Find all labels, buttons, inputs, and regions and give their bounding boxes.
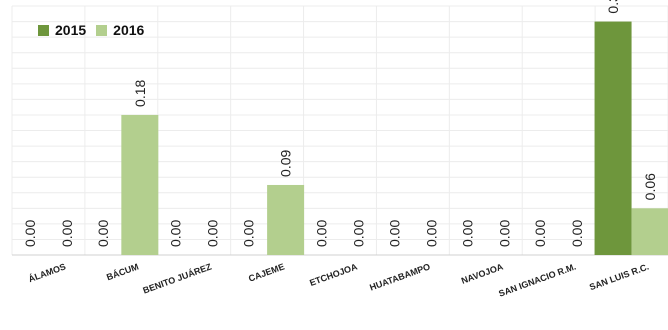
data-label-2016-6: 0.00: [496, 220, 512, 247]
category-label: BÁCUM: [105, 261, 140, 282]
legend-item-2016: 2016: [96, 22, 144, 38]
bar-2015-8: [594, 21, 632, 255]
data-label-2015-7: 0.00: [532, 220, 548, 247]
legend-label-2016: 2016: [113, 22, 145, 38]
category-label: SAN LUIS R.C.: [588, 261, 650, 292]
data-label-2016-1: 0.18: [132, 79, 148, 106]
data-label-2016-3: 0.09: [278, 150, 294, 177]
data-label-2015-4: 0.00: [314, 220, 330, 247]
data-label-2016-8: 0.06: [642, 173, 658, 200]
data-label-2015-1: 0.00: [95, 220, 111, 247]
data-label-2015-0: 0.00: [22, 220, 38, 247]
bar-2016-8: [631, 208, 668, 255]
category-label: SAN IGNACIO R.M.: [497, 261, 577, 298]
data-label-2015-3: 0.00: [241, 220, 257, 247]
category-label: NAVOJOA: [460, 261, 505, 286]
category-label: HUATABAMPO: [368, 261, 431, 292]
legend-item-2015: 2015: [38, 22, 86, 38]
data-label-2016-5: 0.00: [423, 220, 439, 247]
data-label-2015-6: 0.00: [459, 220, 475, 247]
bar-2016-3: [267, 184, 305, 255]
legend-label-2015: 2015: [55, 22, 87, 38]
category-label: CAJEME: [247, 261, 286, 283]
data-label-2016-4: 0.00: [351, 220, 367, 247]
data-label-2015-8: 0.30: [605, 0, 621, 14]
legend: 2015 2016: [38, 22, 144, 38]
legend-swatch-2015: [38, 24, 49, 36]
category-label: BENITO JUÁREZ: [142, 261, 214, 295]
data-label-2016-0: 0.00: [59, 220, 75, 247]
bar-2016-1: [121, 114, 159, 255]
data-label-2016-2: 0.00: [205, 220, 221, 247]
data-label-2015-2: 0.00: [168, 220, 184, 247]
category-label: ÁLAMOS: [27, 261, 67, 284]
category-label: ETCHOJOA: [308, 261, 359, 288]
data-label-2016-7: 0.00: [569, 220, 585, 247]
legend-swatch-2016: [96, 24, 108, 36]
data-label-2015-5: 0.00: [386, 220, 402, 247]
